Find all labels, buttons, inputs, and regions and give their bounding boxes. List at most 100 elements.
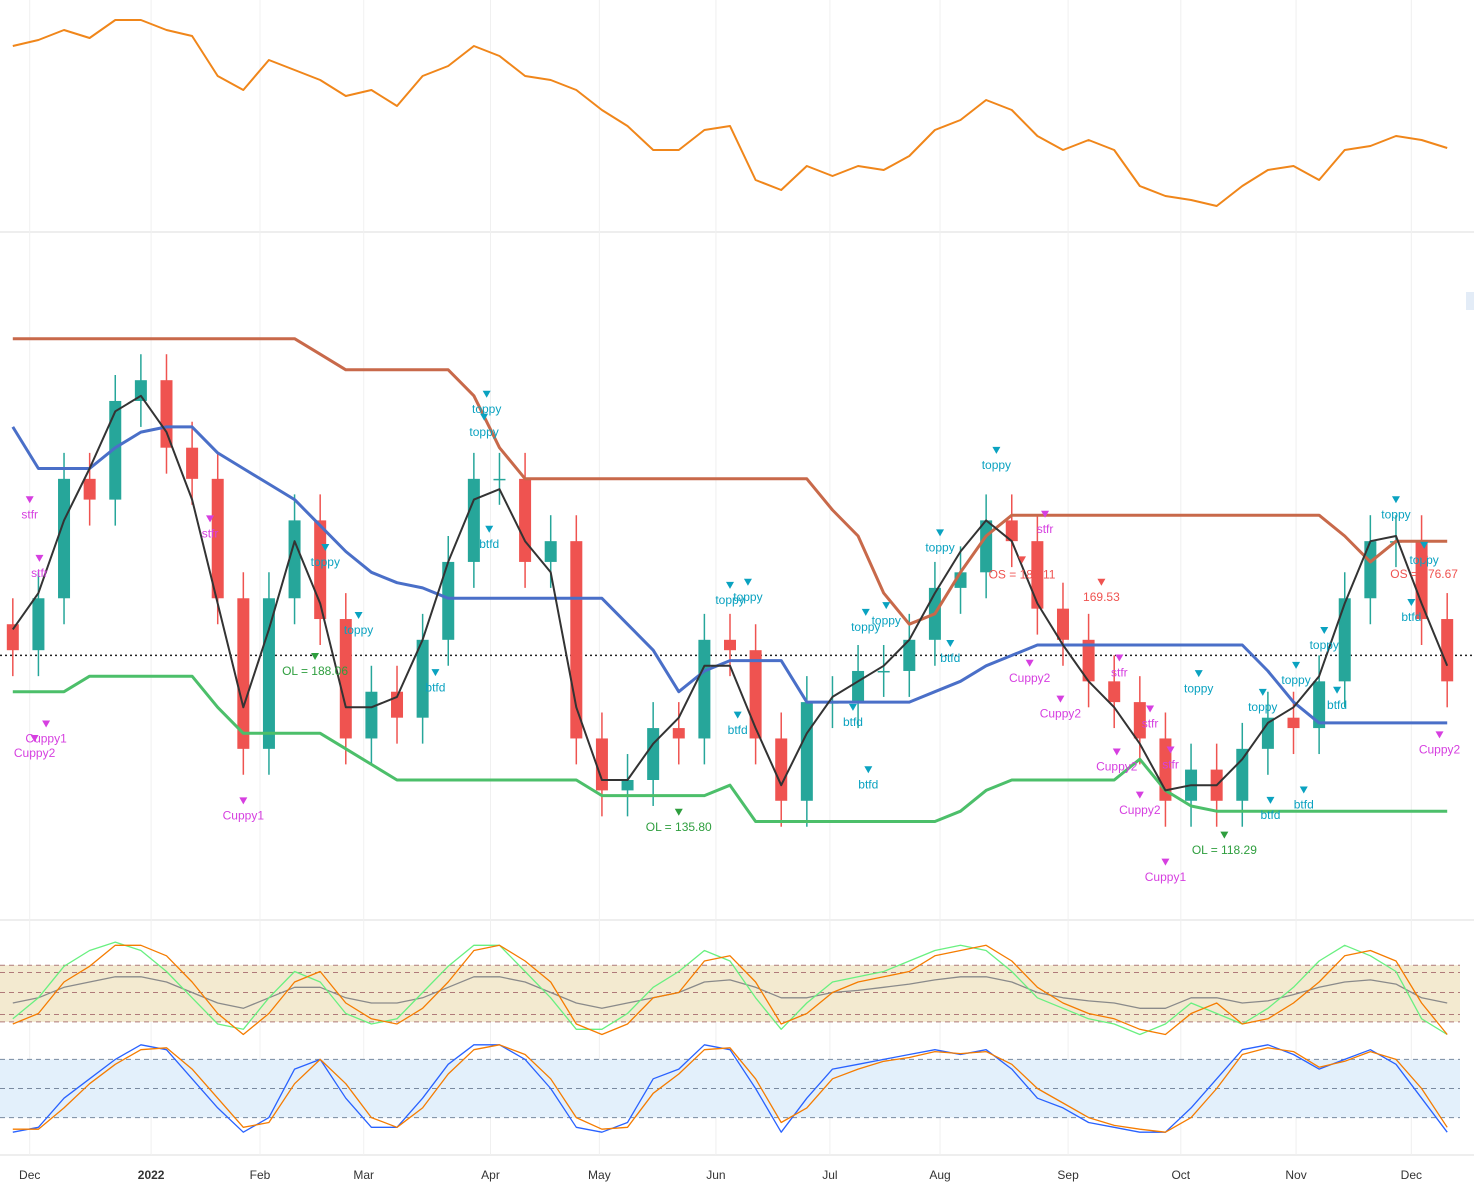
signal-marker bbox=[1097, 578, 1106, 586]
series-line bbox=[11, 425, 1448, 725]
x-tick-label: Dec bbox=[1401, 1168, 1422, 1182]
x-tick-label: Aug bbox=[929, 1168, 950, 1182]
candle-body bbox=[980, 520, 993, 573]
signal-marker bbox=[25, 496, 34, 504]
candle-body bbox=[698, 639, 711, 739]
annotation: toppy bbox=[469, 425, 498, 439]
signal-marker bbox=[480, 413, 489, 421]
signal-marker bbox=[1166, 746, 1175, 754]
candle-body bbox=[288, 520, 301, 599]
candle-body bbox=[1338, 598, 1351, 682]
annotation: Cuppy1 bbox=[25, 732, 67, 746]
annotation: Cuppy2 bbox=[14, 746, 56, 760]
annotation: toppy bbox=[872, 613, 901, 627]
signal-marker bbox=[1333, 686, 1342, 694]
candle-body bbox=[1364, 541, 1377, 599]
signal-marker bbox=[30, 735, 39, 743]
annotation: stfr bbox=[1037, 522, 1054, 536]
annotation: toppy bbox=[1248, 700, 1277, 714]
annotation: toppy bbox=[851, 620, 880, 634]
signal-marker bbox=[35, 554, 44, 562]
candle-body bbox=[134, 380, 147, 401]
annotation: OS = 176.67 bbox=[1390, 567, 1458, 581]
annotation: btfd bbox=[1260, 808, 1280, 822]
candle-body bbox=[595, 738, 608, 791]
signal-marker bbox=[1056, 695, 1065, 703]
annotation: toppy bbox=[733, 590, 762, 604]
signal-marker bbox=[743, 578, 752, 586]
signal-marker bbox=[1258, 688, 1267, 696]
candle-body bbox=[109, 400, 122, 500]
candle-body bbox=[1082, 639, 1095, 682]
candle-body bbox=[544, 541, 557, 562]
series-line bbox=[11, 394, 1449, 792]
annotation: OL = 118.29 bbox=[1192, 843, 1257, 857]
scale-handle bbox=[1466, 292, 1474, 310]
candle-body bbox=[1108, 681, 1121, 703]
series-line bbox=[12, 19, 1448, 207]
annotation: btfd bbox=[858, 777, 878, 791]
signal-marker bbox=[1220, 831, 1229, 839]
annotation: OL = 188.06 bbox=[282, 664, 348, 678]
series-line bbox=[12, 944, 1448, 1036]
series-line bbox=[12, 337, 1448, 626]
signal-marker bbox=[1135, 791, 1144, 799]
signal-marker bbox=[733, 711, 742, 719]
annotation: btfd bbox=[1327, 698, 1347, 712]
annotation: toppy bbox=[925, 541, 954, 555]
signal-marker bbox=[1266, 796, 1275, 804]
signal-marker bbox=[726, 581, 734, 589]
candle-body bbox=[339, 619, 352, 739]
signal-marker bbox=[431, 669, 440, 677]
candle-body bbox=[877, 670, 890, 673]
annotation: OL = 135.80 bbox=[646, 820, 712, 834]
signal-marker bbox=[311, 653, 320, 660]
annotation: btfd bbox=[940, 651, 960, 665]
signal-marker bbox=[864, 766, 873, 774]
candle-body bbox=[1056, 608, 1069, 640]
band bbox=[0, 965, 1460, 1022]
candle-body bbox=[903, 639, 916, 671]
annotation: toppy bbox=[344, 623, 373, 637]
signal-marker bbox=[354, 611, 363, 619]
annotation: stfr bbox=[21, 507, 38, 521]
annotation: toppy bbox=[472, 402, 501, 416]
candle-body bbox=[1005, 520, 1018, 542]
x-tick-label: 2022 bbox=[138, 1168, 165, 1182]
x-tick-label: May bbox=[588, 1168, 611, 1182]
signal-marker bbox=[485, 525, 494, 533]
candle-body bbox=[1441, 619, 1454, 682]
candle-body bbox=[493, 478, 506, 481]
candle-body bbox=[32, 598, 45, 651]
candle-body bbox=[262, 598, 275, 749]
series-line bbox=[12, 674, 1448, 823]
annotation: btfd bbox=[728, 723, 748, 737]
candle-body bbox=[186, 447, 199, 479]
x-tick-label: Jul bbox=[822, 1168, 837, 1182]
candle-body bbox=[6, 624, 19, 651]
signal-marker bbox=[1420, 541, 1429, 549]
candle-body bbox=[1236, 748, 1249, 801]
candle-body bbox=[852, 670, 865, 703]
signal-marker bbox=[861, 608, 870, 616]
x-tick-label: Feb bbox=[250, 1168, 271, 1182]
signal-marker bbox=[1320, 627, 1329, 635]
x-tick-label: Jun bbox=[706, 1168, 725, 1182]
annotation: toppy bbox=[1184, 681, 1213, 695]
annotation: stfr bbox=[1111, 666, 1128, 680]
signal-marker bbox=[1420, 555, 1429, 563]
candle-body bbox=[1031, 541, 1044, 609]
signal-marker bbox=[482, 390, 491, 398]
signal-marker bbox=[1292, 661, 1301, 669]
signal-marker bbox=[1025, 659, 1034, 667]
signal-marker bbox=[42, 720, 51, 728]
annotation: Cuppy2 bbox=[1040, 707, 1082, 721]
candle-body bbox=[83, 478, 96, 500]
x-tick-label: Mar bbox=[353, 1168, 374, 1182]
annotation: btfd bbox=[1401, 610, 1421, 624]
candle-body bbox=[621, 780, 634, 791]
candle-body bbox=[749, 650, 762, 739]
signal-marker bbox=[848, 703, 857, 711]
annotation: toppy bbox=[715, 593, 744, 607]
